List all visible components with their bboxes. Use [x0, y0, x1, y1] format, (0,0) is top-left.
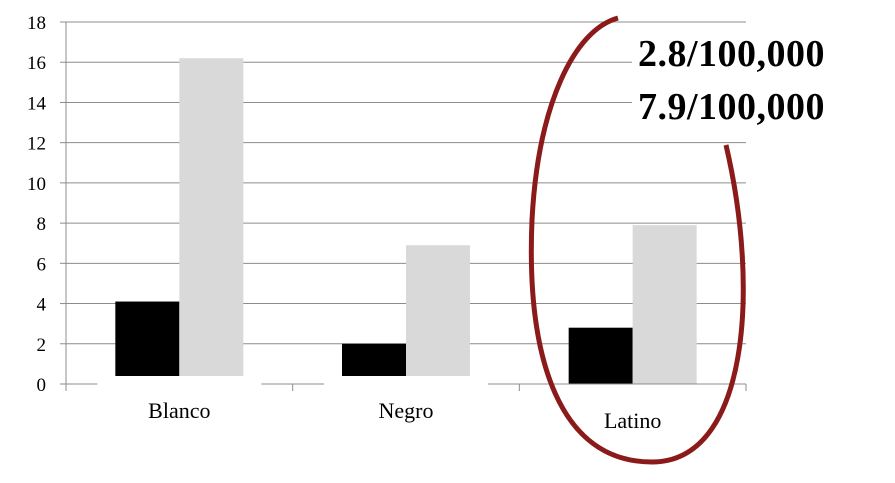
bar-latino-2: [632, 225, 697, 384]
bar-blanco-1: [115, 301, 180, 384]
y-tick-label: 6: [37, 254, 47, 275]
category-label-negro: Negro: [379, 398, 434, 423]
bar-blanco-2: [179, 58, 244, 384]
bar-latino-1: [568, 327, 633, 384]
latino-highlight-annotation: 2.8/100,000 7.9/100,000: [528, 15, 872, 465]
bar-negro-2: [406, 245, 470, 384]
category-label-box: [324, 376, 488, 432]
bars: [115, 58, 697, 384]
y-tick-label: 10: [27, 174, 46, 195]
callout-line-2: 7.9/100,000: [638, 86, 825, 128]
y-tick-label: 2: [37, 335, 47, 356]
y-tick-label: 18: [27, 13, 46, 34]
y-tick-label: 14: [27, 93, 47, 114]
y-tick-label: 16: [27, 53, 46, 74]
category-label-blanco: Blanco: [148, 398, 210, 423]
y-tick-label: 0: [37, 375, 47, 396]
highlight-ellipse: [528, 15, 746, 465]
y-tick-label: 12: [27, 134, 46, 155]
y-tick-labels: 0 2 4 6 8 10 12 14 16 18: [27, 13, 47, 396]
y-tick-label: 4: [37, 295, 47, 316]
category-labels: Blanco Negro Latino: [97, 376, 661, 433]
callout-line-1: 2.8/100,000: [638, 33, 825, 75]
callout-background: [632, 24, 872, 136]
category-label-box: [97, 376, 262, 432]
y-tick-label: 8: [37, 214, 47, 235]
category-label-latino: Latino: [604, 408, 661, 433]
